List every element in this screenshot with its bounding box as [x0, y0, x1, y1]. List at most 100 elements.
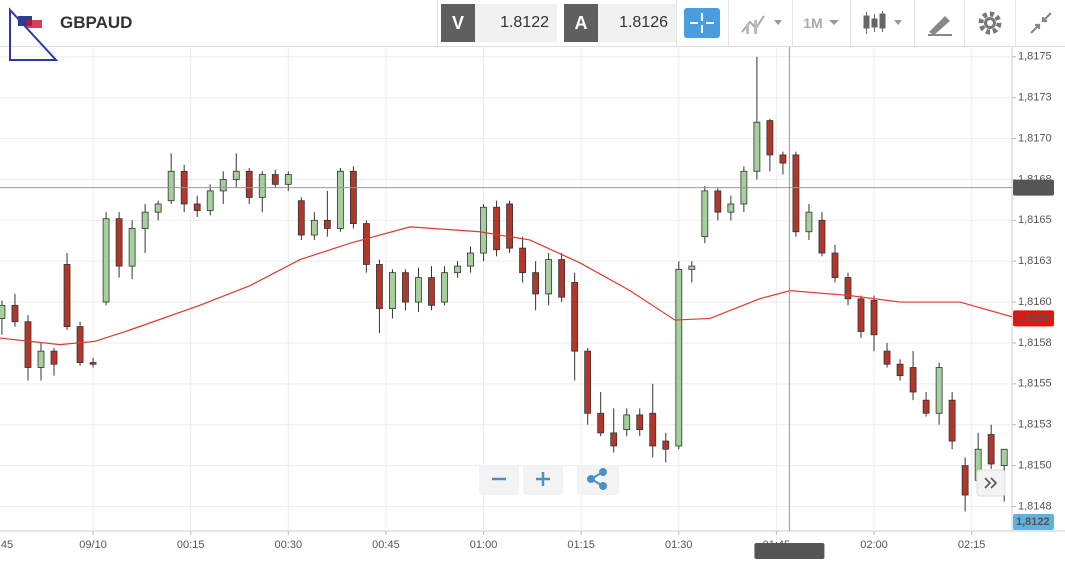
candle-body	[792, 154, 800, 233]
separator	[850, 0, 851, 46]
symbol[interactable]: GBPAUD	[60, 13, 133, 32]
x-tick-label: 02:15	[958, 539, 986, 551]
candle-body	[714, 190, 722, 213]
candle-body	[831, 252, 839, 278]
candle-body	[610, 432, 618, 447]
candle-body	[232, 170, 240, 180]
candle-body	[467, 252, 474, 267]
collapse-button[interactable]	[1026, 8, 1056, 38]
candle-body	[935, 367, 943, 414]
share-button[interactable]	[577, 465, 619, 495]
x-tick-label: 00:15	[177, 539, 205, 551]
candle-body	[258, 174, 266, 198]
candle-body	[1000, 448, 1008, 466]
candle-body	[141, 211, 149, 229]
chart-type-button[interactable]	[738, 8, 784, 38]
bid-label[interactable]: V	[441, 4, 475, 42]
y-tick-label: 1,8153	[1018, 419, 1052, 431]
candle-body	[11, 304, 19, 323]
candle-body	[50, 350, 58, 365]
y-tick-label: 1,8163	[1018, 255, 1052, 267]
x-tick-label: 01:15	[567, 539, 595, 551]
drawing-tools-button[interactable]	[925, 8, 955, 38]
separator	[437, 0, 438, 46]
candle-body	[766, 120, 774, 156]
candle-body	[0, 304, 6, 319]
candle-body	[896, 363, 904, 377]
candle-body	[922, 399, 930, 414]
candle-body	[909, 367, 917, 393]
candle-body	[76, 326, 84, 363]
x-tick-label: 00:30	[275, 539, 303, 551]
candle-body	[870, 300, 878, 336]
y-tick-label: 1,8155	[1018, 378, 1052, 390]
y-tick-label: 1,8160	[1018, 296, 1052, 308]
candle-body	[857, 298, 865, 332]
separator	[964, 0, 965, 46]
candle-body	[284, 174, 292, 185]
candle-body	[688, 265, 696, 270]
candle-body	[883, 350, 891, 365]
candle-body	[545, 259, 553, 295]
candle-body	[649, 412, 657, 447]
moving-average-line	[0, 226, 1012, 346]
settings-button[interactable]	[975, 8, 1005, 38]
bid-price[interactable]: 1.8122	[475, 4, 557, 42]
y-tick-label: 1,8158	[1018, 337, 1052, 349]
y-tick-label: 1,8150	[1018, 460, 1052, 472]
timeframe[interactable]: 1M	[803, 15, 823, 31]
candle-body	[727, 203, 735, 213]
x-tick-label: 45	[1, 539, 13, 551]
candle-body	[948, 399, 956, 442]
candle-body	[506, 203, 513, 249]
candle-body	[441, 272, 448, 303]
candle-body	[24, 321, 32, 368]
candle-body	[805, 211, 813, 233]
candle-body	[323, 219, 331, 229]
ask-price[interactable]: 1.8126	[598, 4, 676, 42]
separator	[792, 0, 793, 46]
candle-body	[37, 350, 45, 368]
candle-body	[206, 190, 214, 211]
symbol-icon	[9, 7, 59, 61]
candle-body	[779, 154, 787, 164]
separator	[1015, 0, 1016, 46]
candle-body	[675, 268, 683, 447]
crosshair-button[interactable]	[684, 8, 720, 38]
x-tick-label: 02:00	[860, 539, 888, 551]
candle-body	[558, 259, 566, 298]
last-price-tag: 1,8167	[1016, 182, 1050, 194]
candle-body	[519, 247, 526, 274]
candle-body	[415, 277, 422, 303]
candle-body	[297, 200, 305, 236]
candle-body	[128, 228, 136, 267]
candle-body	[571, 282, 579, 352]
candle-body	[310, 219, 318, 236]
x-tick-label: 09/10	[79, 539, 107, 551]
x-tick-label: 01:00	[470, 539, 498, 551]
ask-label[interactable]: A	[564, 4, 598, 42]
bid-price-tag: 1,8122	[1016, 516, 1050, 528]
separator	[676, 0, 677, 46]
share-icon	[587, 468, 607, 490]
crosshair-x-label: 09/10 01:47	[760, 545, 819, 557]
candle-style-button[interactable]	[860, 8, 910, 38]
candle-body	[636, 414, 644, 431]
candle-body	[376, 264, 383, 310]
candle-body	[89, 362, 97, 365]
candle-body	[349, 170, 357, 224]
candle-body	[584, 350, 592, 414]
timeframe-arrow[interactable]	[828, 8, 840, 38]
x-tick-label: 00:45	[372, 539, 400, 551]
candle-body	[818, 219, 826, 254]
plot-area	[0, 47, 1012, 531]
candle-body	[245, 170, 253, 198]
candle-body	[402, 272, 409, 303]
candle-body	[115, 218, 123, 267]
candle-body	[493, 206, 500, 251]
last-price-tag-box	[1013, 179, 1054, 196]
candle-body	[389, 272, 396, 310]
ma-price-tag-box	[1013, 310, 1054, 327]
candle-body	[167, 170, 175, 202]
